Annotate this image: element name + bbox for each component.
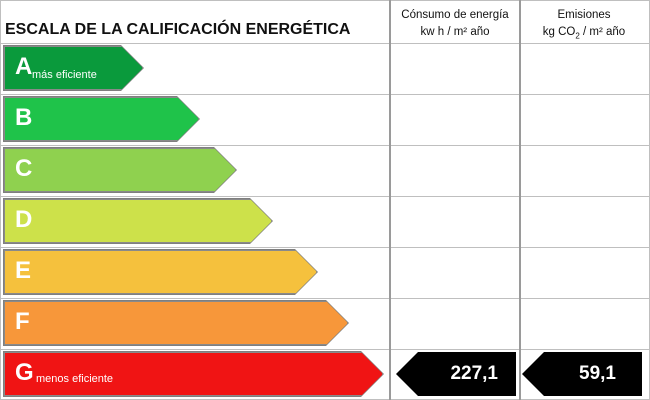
rating-arrow-g: G menos eficiente xyxy=(4,352,383,396)
rating-desc: más eficiente xyxy=(32,69,97,81)
grid-line xyxy=(0,0,1,400)
emissions-value-tag: 59,1 xyxy=(522,352,642,396)
consumption-value: 227,1 xyxy=(450,363,498,384)
grid-line xyxy=(0,145,650,146)
emissions-header: Emisiones kg CO2 / m² año xyxy=(521,7,647,41)
rating-letter: F xyxy=(15,308,30,335)
column-divider xyxy=(389,0,391,400)
column-divider xyxy=(519,0,521,400)
rating-letter: C xyxy=(15,155,33,182)
consumption-header-line1: Cónsumo de energía xyxy=(401,9,509,21)
emissions-header-line1: Emisiones xyxy=(557,9,611,21)
consumption-value-tag: 227,1 xyxy=(396,352,516,396)
rating-arrow-f: F xyxy=(4,301,348,345)
emissions-header-line2: kg CO2 / m² año xyxy=(521,24,647,41)
rating-arrow-e: E xyxy=(4,250,317,294)
consumption-header-line2: kw h / m² año xyxy=(420,26,490,38)
rating-arrow-d: D xyxy=(4,199,272,243)
grid-line xyxy=(0,43,650,44)
grid-line xyxy=(0,0,650,1)
emissions-unit-sub: 2 xyxy=(575,31,580,41)
emissions-unit-pre: kg CO xyxy=(542,26,576,38)
rating-letter: G xyxy=(15,359,34,386)
rating-letter: E xyxy=(15,257,32,284)
rating-desc: menos eficiente xyxy=(36,373,114,385)
rating-arrow-b: B xyxy=(4,97,199,141)
page-title: ESCALA DE LA CALIFICACIÓN ENERGÉTICA xyxy=(5,21,351,38)
grid-line xyxy=(0,298,650,299)
rating-arrow-c: C xyxy=(4,148,236,192)
grid-line xyxy=(0,196,650,197)
rating-letter: D xyxy=(15,206,33,233)
grid-line xyxy=(0,94,650,95)
rating-letter: A xyxy=(15,53,33,80)
emissions-unit-post: / m² año xyxy=(579,26,626,38)
grid-line xyxy=(0,247,650,248)
rating-letter: B xyxy=(15,104,33,131)
emissions-value: 59,1 xyxy=(579,363,616,384)
consumption-header: Cónsumo de energía kw h / m² año xyxy=(391,7,519,41)
grid-line xyxy=(0,349,650,350)
rating-arrow-a: A más eficiente xyxy=(4,46,143,90)
